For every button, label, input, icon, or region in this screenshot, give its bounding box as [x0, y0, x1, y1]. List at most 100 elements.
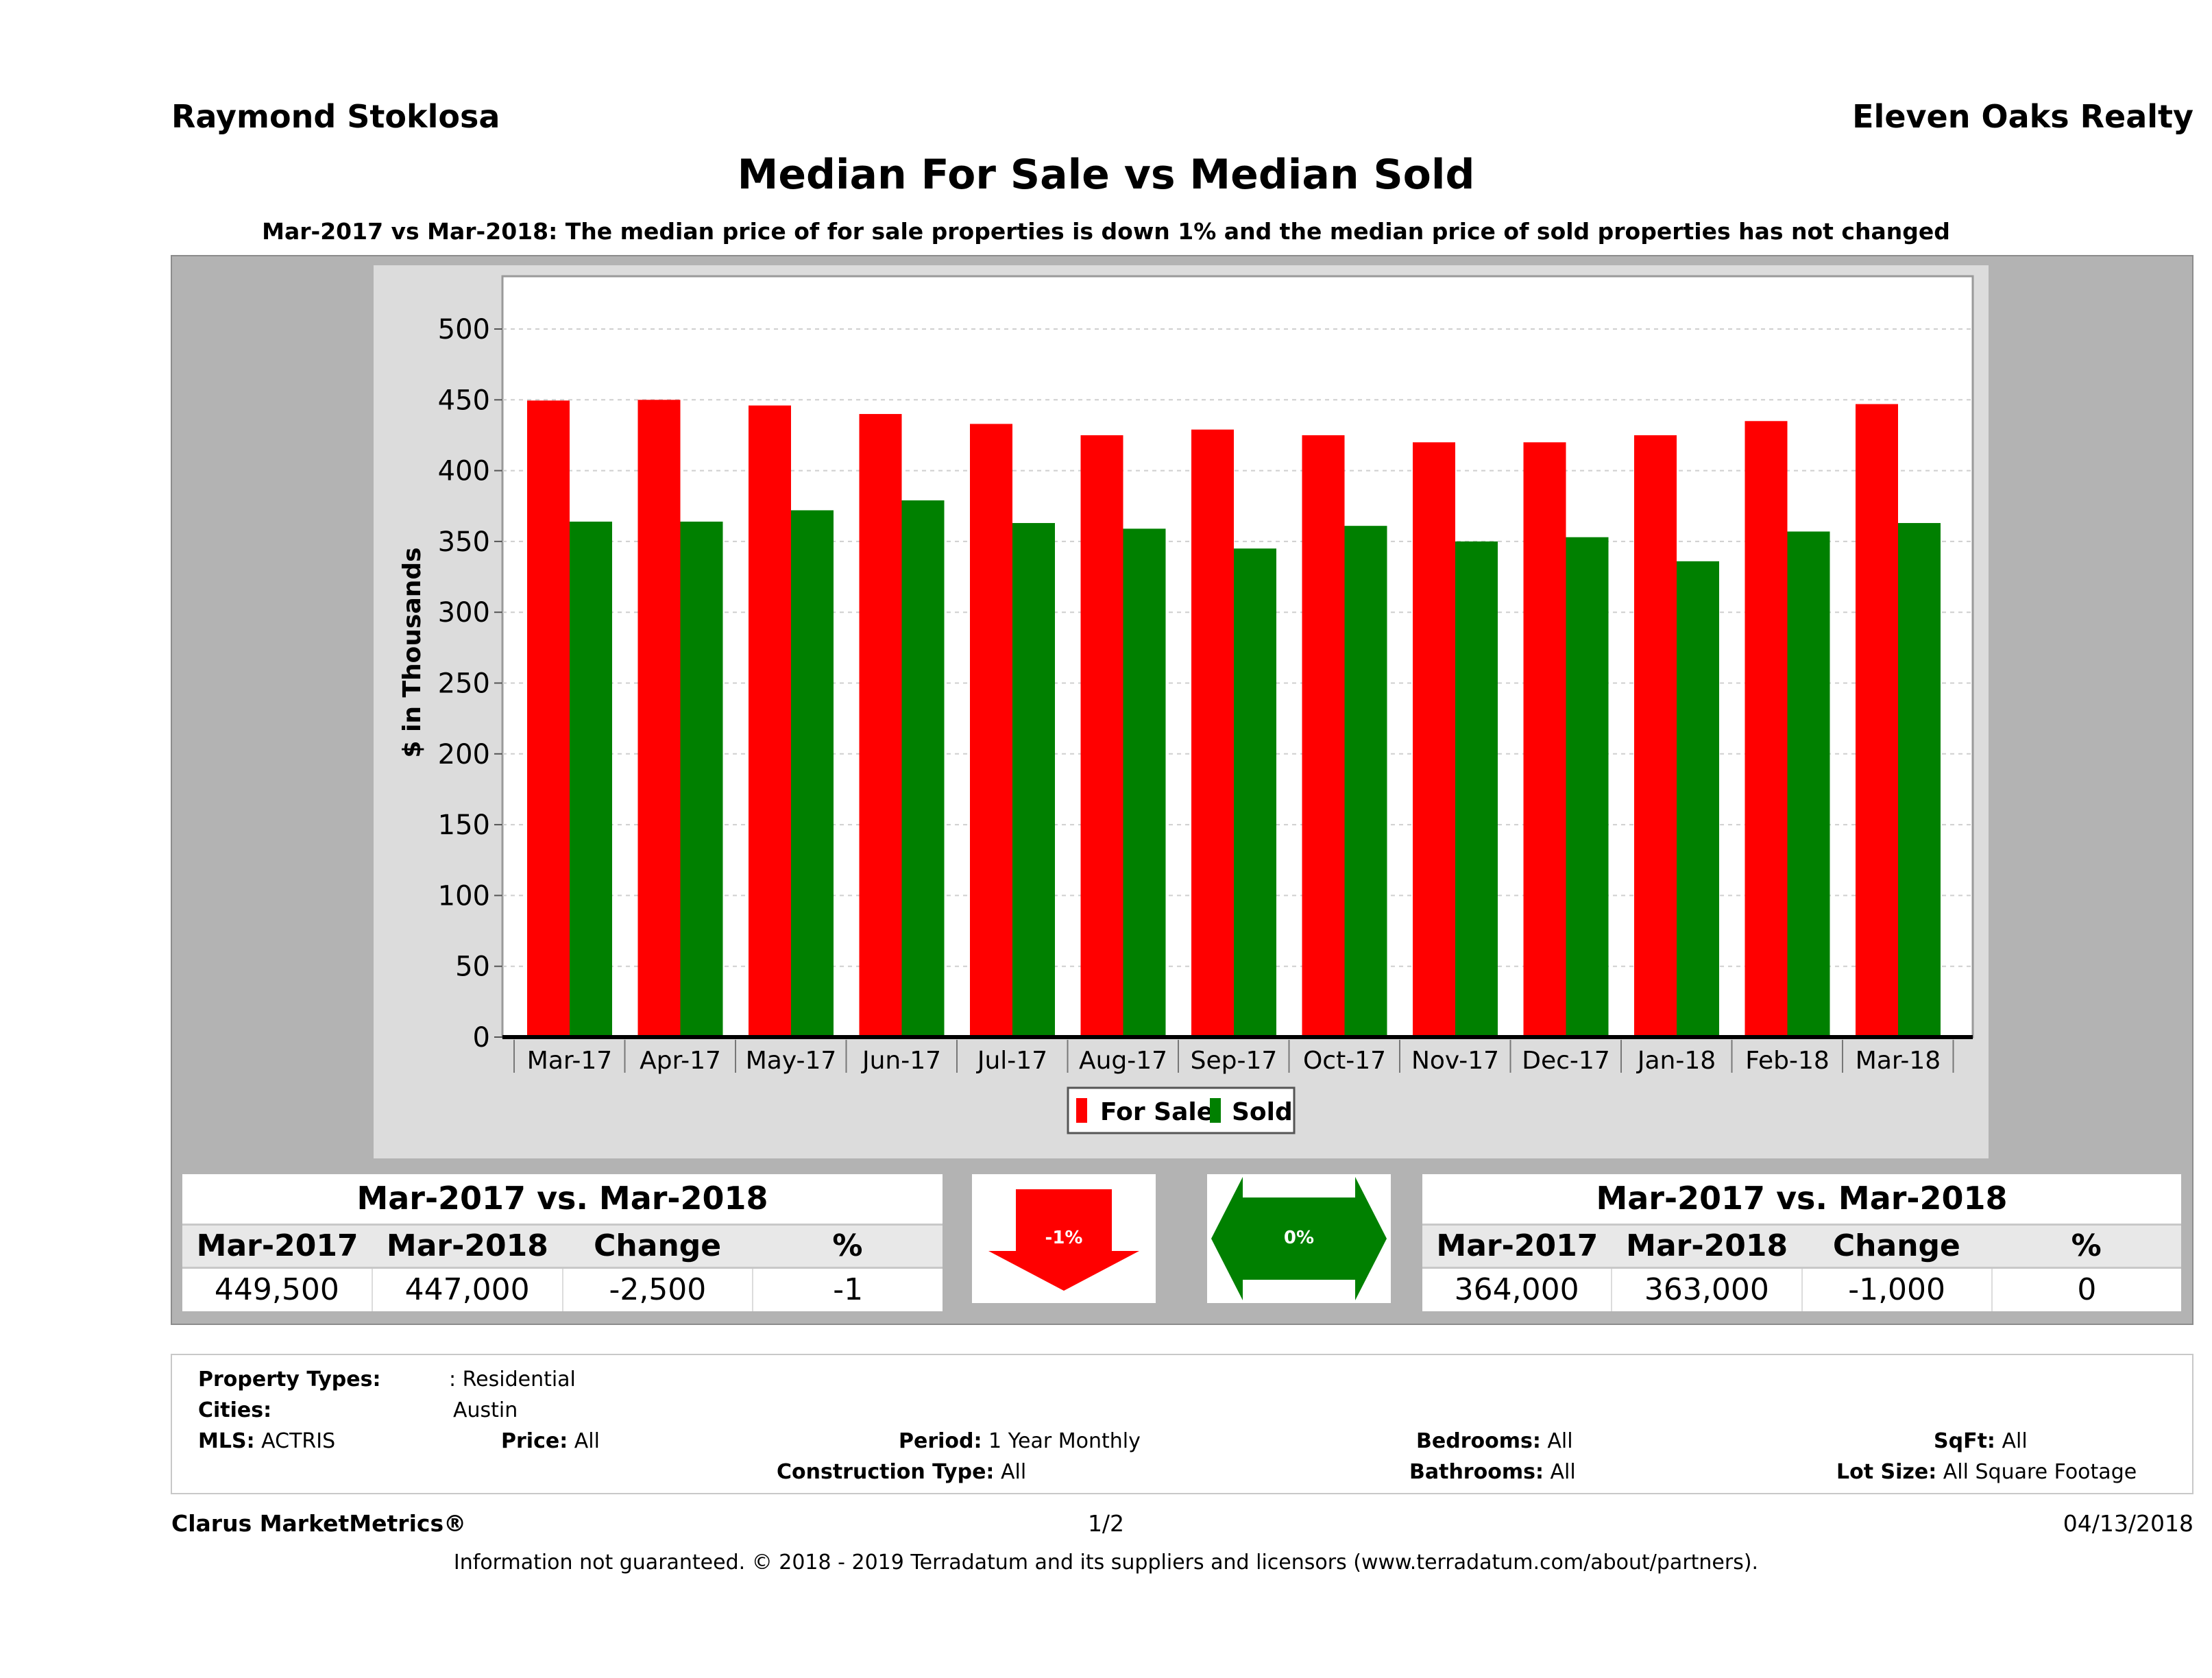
criteria-value: All — [1000, 1460, 1027, 1484]
stats-value-cell: 364,000 — [1422, 1269, 1613, 1311]
y-tick-label: 300 — [438, 597, 490, 629]
criteria-label: Cities: — [198, 1398, 272, 1422]
y-tick-label: 400 — [438, 456, 490, 487]
bar-for-sale — [749, 405, 791, 1037]
stats-header-cell: Mar-2018 — [386, 1228, 548, 1263]
y-tick-label: 450 — [438, 385, 490, 416]
y-tick-label: 500 — [438, 314, 490, 345]
stats-header-cell: Change — [1832, 1228, 1960, 1263]
for-sale-change-label: -1% — [1045, 1228, 1083, 1248]
y-tick-label: 250 — [438, 668, 490, 700]
bar-sold — [791, 510, 834, 1037]
stats-header-cell: Mar-2017 — [196, 1228, 358, 1263]
left-right-arrow-icon — [1211, 1177, 1387, 1300]
chart-area: 0 50 100 150 200 250 300 350 400 450 500 Mar-17 Apr… — [374, 265, 1989, 1158]
footer-brand: Clarus MarketMetrics® — [171, 1510, 467, 1537]
y-tick-label: 350 — [438, 526, 490, 558]
stats-header-cell: Change — [594, 1228, 722, 1263]
agent-name: Raymond Stoklosa — [171, 98, 500, 135]
criteria-label: MLS: — [198, 1429, 255, 1453]
for-sale-stats-title: Mar-2017 vs. Mar-2018 — [182, 1174, 943, 1222]
bar-for-sale — [1080, 435, 1123, 1037]
stats-value-cell: 363,000 — [1612, 1269, 1803, 1311]
x-tick-label: Mar-18 — [1856, 1047, 1941, 1075]
legend-label-sold: Sold — [1232, 1098, 1293, 1126]
sold-stats-row: 364,000 363,000 -1,000 0 — [1422, 1269, 2181, 1311]
disclaimer: Information not guaranteed. © 2018 - 201… — [453, 1551, 1759, 1574]
x-tick-label: May-17 — [746, 1047, 837, 1075]
bar-sold — [1787, 531, 1830, 1037]
criteria-value: 1 Year Monthly — [988, 1429, 1141, 1453]
criteria-value: All — [2002, 1429, 2028, 1453]
stats-value-cell: 0 — [2077, 1272, 2097, 1307]
x-tick-label: Oct-17 — [1303, 1047, 1386, 1075]
criteria-label: Bedrooms: — [1416, 1429, 1541, 1453]
bar-sold — [680, 521, 723, 1037]
criteria-value: All — [1547, 1429, 1573, 1453]
bar-sold — [1898, 523, 1941, 1037]
down-arrow-icon — [988, 1189, 1139, 1291]
for-sale-stats-header: Mar-2017 Mar-2018 Change % — [182, 1224, 943, 1269]
criteria-label: Lot Size: — [1836, 1460, 1937, 1484]
criteria-label: Period: — [899, 1429, 982, 1453]
sold-change-indicator: 0% — [1207, 1174, 1391, 1303]
bar-for-sale — [1745, 421, 1788, 1037]
criteria-value: All Square Footage — [1943, 1460, 2137, 1484]
x-tick-label: Sep-17 — [1191, 1047, 1278, 1075]
sold-stats-title: Mar-2017 vs. Mar-2018 — [1422, 1174, 2181, 1222]
x-tick-label: Feb-18 — [1745, 1047, 1830, 1075]
criteria-value: All — [574, 1429, 600, 1453]
criteria-value: : Residential — [449, 1367, 576, 1391]
search-criteria: Property Types: : Residential Cities: Au… — [171, 1354, 2193, 1494]
bar-chart: 0 50 100 150 200 250 300 350 400 450 500 Mar-17 Apr… — [398, 275, 1974, 1134]
stats-value-cell: 449,500 — [182, 1269, 373, 1311]
for-sale-stats-row: 449,500 447,000 -2,500 -1 — [182, 1269, 943, 1311]
legend-swatch-for-sale — [1076, 1098, 1087, 1123]
criteria-label: SqFt: — [1934, 1429, 1995, 1453]
sold-stats-box: Mar-2017 vs. Mar-2018 Mar-2017 Mar-2018 … — [1422, 1174, 2181, 1311]
sold-change-label: 0% — [1283, 1228, 1315, 1248]
for-sale-stats-box: Mar-2017 vs. Mar-2018 Mar-2017 Mar-2018 … — [182, 1174, 943, 1311]
criteria-label: Bathrooms: — [1409, 1460, 1544, 1484]
y-axis-label: $ in Thousands — [398, 547, 426, 757]
y-tick-label: 0 — [473, 1022, 490, 1054]
criteria-label: Construction Type: — [777, 1460, 995, 1484]
x-tick-label: Aug-17 — [1079, 1047, 1167, 1075]
y-tick-label: 100 — [438, 880, 490, 912]
bar-sold — [1455, 541, 1498, 1037]
bar-sold — [570, 521, 612, 1037]
x-tick-label: Jul-17 — [976, 1047, 1047, 1075]
bar-sold — [1012, 523, 1055, 1037]
criteria-value: ACTRIS — [261, 1429, 336, 1453]
y-tick-label: 200 — [438, 739, 490, 770]
bar-for-sale — [1856, 404, 1898, 1037]
stats-header-cell: Mar-2018 — [1626, 1228, 1788, 1263]
x-tick-label: Apr-17 — [640, 1047, 721, 1075]
bar-sold — [1677, 561, 1719, 1037]
legend-label-for-sale: For Sale — [1100, 1098, 1213, 1126]
bar-for-sale — [1302, 435, 1345, 1037]
bar-for-sale — [970, 424, 1012, 1037]
bar-for-sale — [1413, 442, 1455, 1037]
sold-stats-header: Mar-2017 Mar-2018 Change % — [1422, 1224, 2181, 1269]
bar-for-sale — [1523, 442, 1566, 1037]
bar-for-sale — [1634, 435, 1677, 1037]
x-tick-label: Mar-17 — [527, 1047, 612, 1075]
bar-for-sale — [527, 400, 570, 1037]
x-tick-label: Dec-17 — [1522, 1047, 1609, 1075]
chart-title: Median For Sale vs Median Sold — [737, 151, 1475, 199]
x-tick-label: Jun-17 — [861, 1047, 941, 1075]
company-name: Eleven Oaks Realty — [1852, 98, 2193, 135]
x-tick-label: Nov-17 — [1411, 1047, 1499, 1075]
criteria-label: Property Types: — [198, 1367, 381, 1391]
stats-header-cell: % — [832, 1228, 863, 1263]
stats-value-cell: -2,500 — [563, 1269, 754, 1311]
y-tick-label: 50 — [455, 951, 490, 983]
bar-for-sale — [637, 400, 681, 1037]
bar-sold — [901, 500, 945, 1037]
report-date: 04/13/2018 — [2063, 1510, 2193, 1537]
legend: For Sale Sold — [1067, 1086, 1296, 1134]
criteria-value: All — [1550, 1460, 1576, 1484]
x-tick-label: Jan-18 — [1636, 1047, 1716, 1075]
legend-swatch-sold — [1210, 1098, 1221, 1123]
